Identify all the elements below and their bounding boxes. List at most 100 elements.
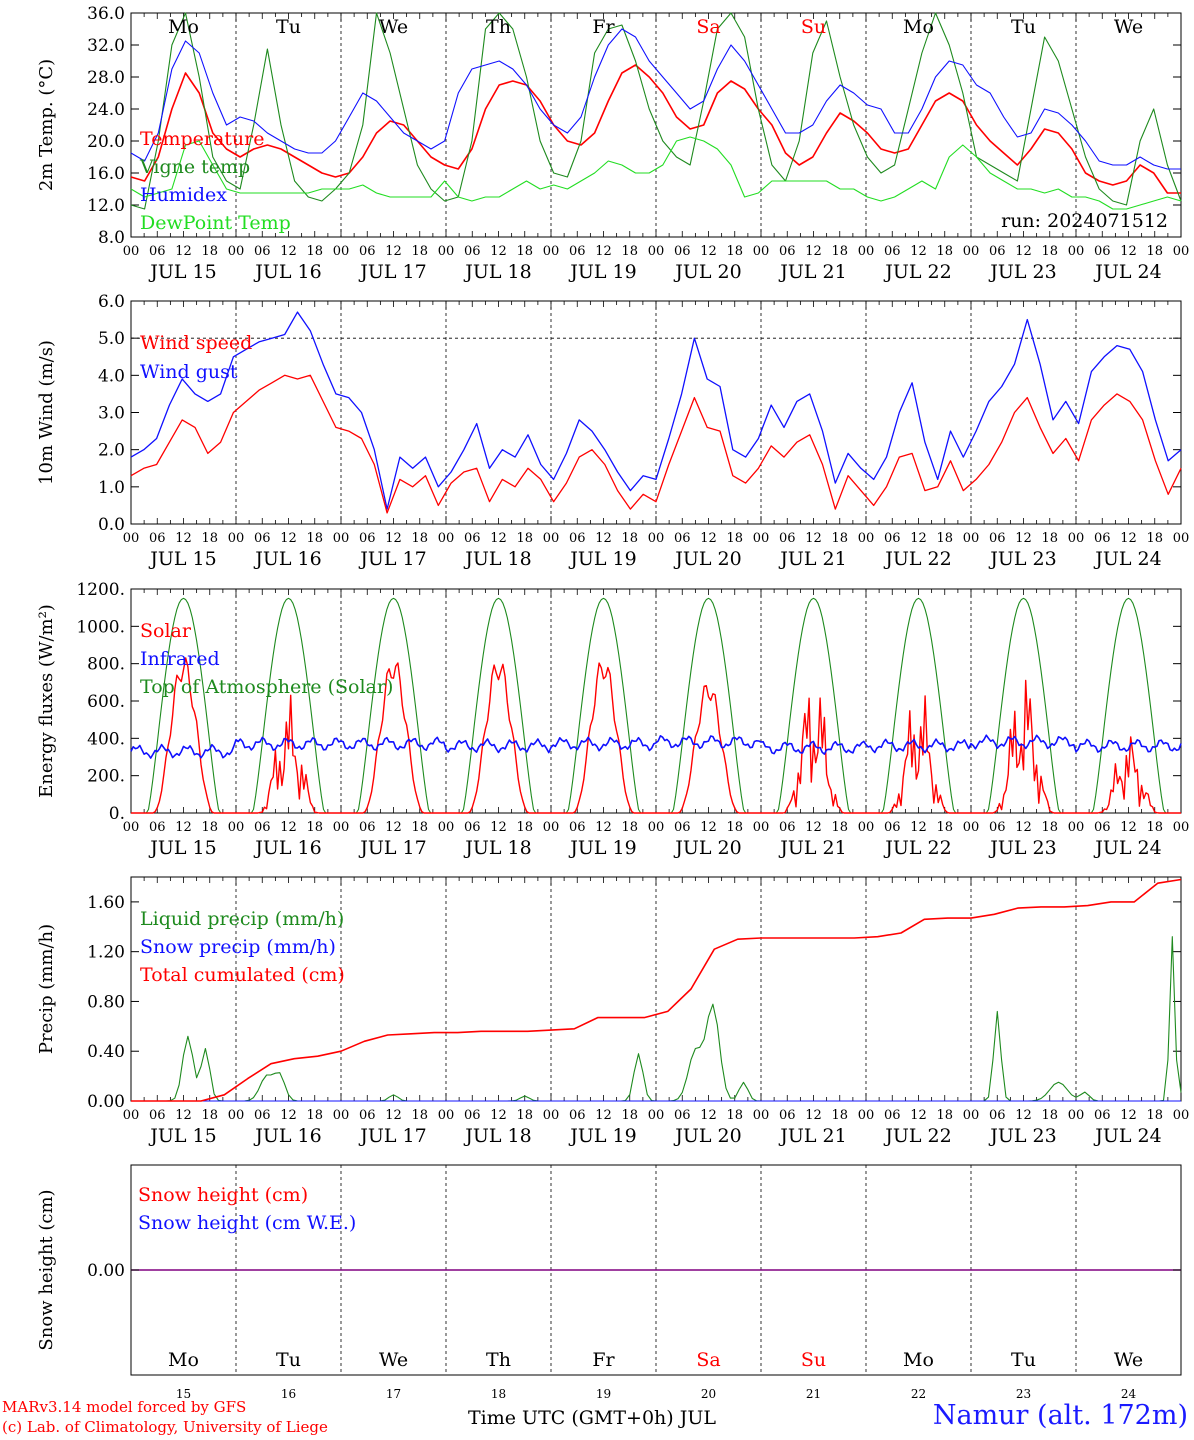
y-tick-label: 2.0 <box>98 441 125 461</box>
hour-tick-label: 00 <box>1068 531 1085 546</box>
hour-tick-label: 06 <box>359 1108 376 1123</box>
hour-tick-label: 00 <box>858 531 875 546</box>
hour-tick-label: 06 <box>779 244 796 259</box>
hour-tick-label: 06 <box>149 244 166 259</box>
weekday-label: Mo <box>903 16 934 38</box>
date-label: JUL 18 <box>463 1125 531 1147</box>
hour-tick-label: 12 <box>175 531 192 546</box>
run-annotation: run: 2024071512 <box>1001 210 1168 232</box>
date-label: JUL 19 <box>568 837 636 859</box>
weekday-label: We <box>1114 1349 1143 1371</box>
line-wind-speed <box>130 374 1182 514</box>
x-axis-title: Time UTC (GMT+0h) JUL <box>468 1407 716 1429</box>
line-infrared <box>130 734 1182 759</box>
hour-tick-label: 18 <box>1146 1108 1163 1123</box>
hour-tick-label: 18 <box>621 244 638 259</box>
hour-tick-label: 12 <box>175 244 192 259</box>
weekday-label: Sa <box>696 1349 720 1371</box>
weekday-label: We <box>1114 16 1143 38</box>
legend-snow-precip-mm-h-: Snow precip (mm/h) <box>140 936 336 958</box>
weekday-label: Sa <box>696 16 720 38</box>
hour-tick-label: 12 <box>1120 1108 1137 1123</box>
date-label: JUL 17 <box>358 837 426 859</box>
hour-tick-label: 18 <box>306 244 323 259</box>
day-number-label: 22 <box>911 1387 926 1401</box>
y-tick-label: 0.00 <box>87 1261 125 1281</box>
hour-tick-label: 06 <box>884 244 901 259</box>
hour-tick-label: 12 <box>175 820 192 835</box>
hour-tick-label: 18 <box>1041 820 1058 835</box>
hour-tick-label: 06 <box>464 820 481 835</box>
hour-tick-label: 06 <box>1094 244 1111 259</box>
hour-tick-label: 12 <box>910 1108 927 1123</box>
legend-snow-height-cm-: Snow height (cm) <box>138 1184 308 1206</box>
hour-tick-label: 12 <box>700 1108 717 1123</box>
hour-tick-label: 18 <box>201 531 218 546</box>
hour-tick-label: 12 <box>1120 531 1137 546</box>
date-label: JUL 23 <box>988 548 1056 570</box>
y-tick-label: 0.0 <box>98 515 125 535</box>
date-label: JUL 20 <box>673 548 741 570</box>
y-tick-label: 200. <box>87 767 125 787</box>
hour-tick-label: 06 <box>464 531 481 546</box>
hour-tick-label: 18 <box>306 1108 323 1123</box>
hour-tick-label: 06 <box>149 1108 166 1123</box>
hour-tick-label: 18 <box>621 820 638 835</box>
hour-tick-label: 06 <box>989 820 1006 835</box>
hour-tick-label: 00 <box>753 1108 770 1123</box>
date-label: JUL 22 <box>883 261 951 283</box>
hour-tick-label: 00 <box>438 820 455 835</box>
hour-tick-label: 12 <box>910 820 927 835</box>
weekday-label: We <box>379 1349 408 1371</box>
hour-tick-label: 00 <box>648 820 665 835</box>
hour-tick-label: 12 <box>805 244 822 259</box>
hour-tick-label: 00 <box>438 531 455 546</box>
hour-tick-label: 06 <box>569 1108 586 1123</box>
weekday-label: Th <box>486 16 511 38</box>
y-tick-label: 36.0 <box>87 4 125 24</box>
day-number-label: 17 <box>386 1387 401 1401</box>
hour-tick-label: 06 <box>149 531 166 546</box>
hour-tick-label: 00 <box>333 531 350 546</box>
hour-tick-label: 00 <box>438 1108 455 1123</box>
hour-tick-label: 18 <box>1146 244 1163 259</box>
date-label: JUL 20 <box>673 261 741 283</box>
date-label: JUL 19 <box>568 1125 636 1147</box>
legend-humidex: Humidex <box>140 184 227 206</box>
hour-tick-label: 18 <box>726 1108 743 1123</box>
hour-tick-label: 18 <box>1041 1108 1058 1123</box>
y-tick-label: 1.20 <box>87 943 125 963</box>
line-solar <box>131 657 1181 814</box>
hour-tick-label: 12 <box>805 1108 822 1123</box>
weekday-label: Mo <box>903 1349 934 1371</box>
hour-tick-label: 06 <box>1094 820 1111 835</box>
date-label: JUL 18 <box>463 548 531 570</box>
hour-tick-label: 06 <box>359 531 376 546</box>
hour-tick-label: 12 <box>910 244 927 259</box>
hour-tick-label: 00 <box>753 244 770 259</box>
hour-tick-label: 18 <box>411 1108 428 1123</box>
hour-tick-label: 12 <box>1015 531 1032 546</box>
hour-tick-label: 00 <box>1068 820 1085 835</box>
hour-tick-label: 06 <box>779 820 796 835</box>
legend-solar: Solar <box>140 620 192 642</box>
y-tick-label: 1.0 <box>98 478 125 498</box>
credit-model: MARv3.14 model forced by GFS <box>2 1398 247 1416</box>
hour-tick-label: 12 <box>595 1108 612 1123</box>
hour-tick-label: 00 <box>228 531 245 546</box>
hour-tick-label: 18 <box>621 531 638 546</box>
hour-tick-label: 18 <box>831 244 848 259</box>
legend-temperature: Temperature <box>140 128 264 150</box>
hour-tick-label: 12 <box>595 531 612 546</box>
hour-tick-label: 00 <box>228 1108 245 1123</box>
day-number-label: 15 <box>176 1387 191 1401</box>
hour-tick-label: 18 <box>936 531 953 546</box>
hour-tick-label: 06 <box>359 244 376 259</box>
hour-tick-label: 00 <box>333 244 350 259</box>
hour-tick-label: 12 <box>490 244 507 259</box>
hour-tick-label: 06 <box>1094 1108 1111 1123</box>
y-axis-label: 2m Temp. (°C) <box>36 59 57 191</box>
hour-tick-label: 00 <box>438 244 455 259</box>
hour-tick-label: 18 <box>516 244 533 259</box>
hour-tick-label: 18 <box>411 244 428 259</box>
